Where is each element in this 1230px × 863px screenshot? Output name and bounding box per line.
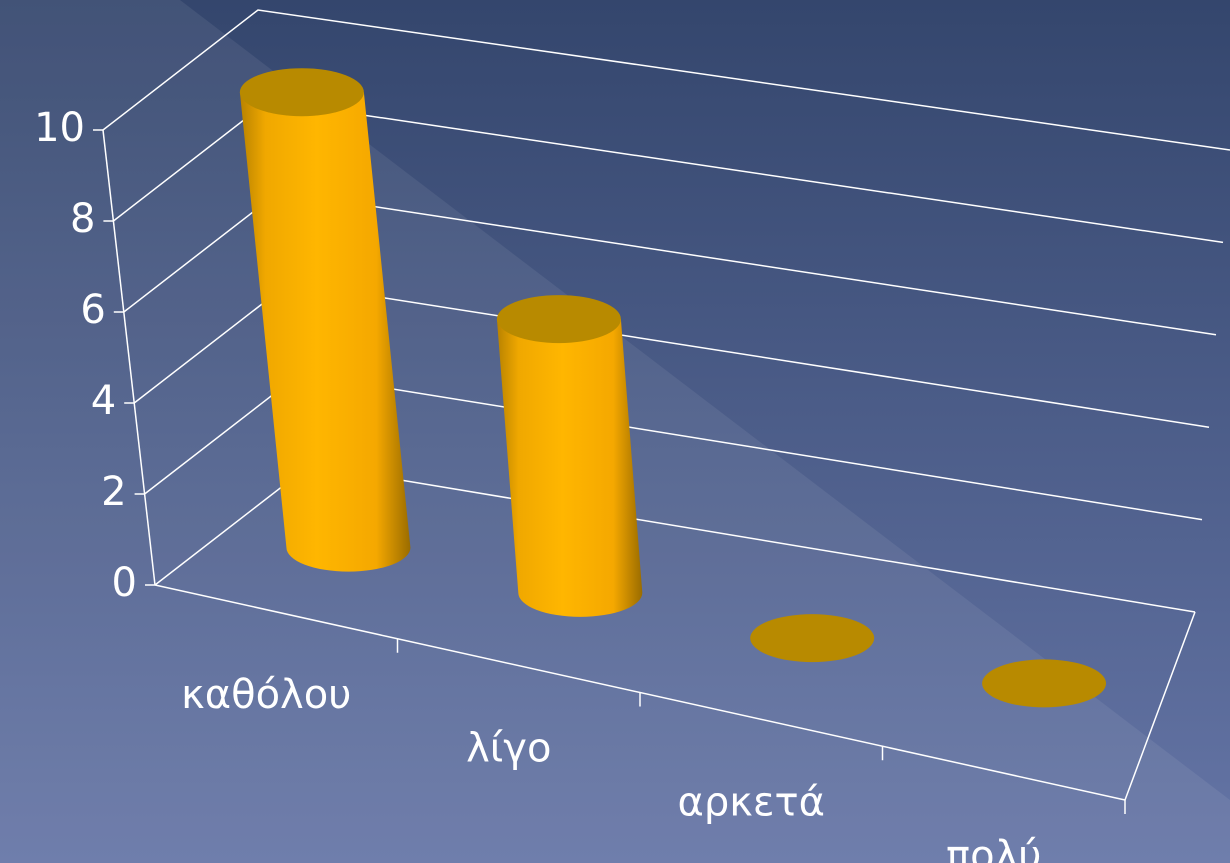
y-tick-label: 2 xyxy=(101,469,126,515)
y-tick-label: 6 xyxy=(80,287,105,333)
grid-line xyxy=(102,9,1230,151)
plot: 0 2 4 6 8 10 καθόλου λίγο αρκετά πολύ xyxy=(34,9,1230,863)
y-tick-label: 8 xyxy=(70,196,95,242)
y-tick-label: 0 xyxy=(112,560,137,606)
x-tick-label: καθόλου xyxy=(181,672,351,718)
y-tick-label: 10 xyxy=(34,105,85,151)
x-tick-label: λίγο xyxy=(466,726,551,772)
cylinder-body xyxy=(496,319,643,617)
cylinder-top xyxy=(496,295,621,344)
cylinder-top xyxy=(239,68,364,117)
y-axis xyxy=(102,129,156,586)
cylinder-body xyxy=(239,92,411,572)
y-tick-label: 4 xyxy=(91,378,116,424)
cylinder-top xyxy=(982,659,1107,708)
x-tick-label: αρκετά xyxy=(678,779,825,825)
x-tick-label: πολύ xyxy=(946,833,1041,863)
cylinder-top xyxy=(750,614,875,663)
